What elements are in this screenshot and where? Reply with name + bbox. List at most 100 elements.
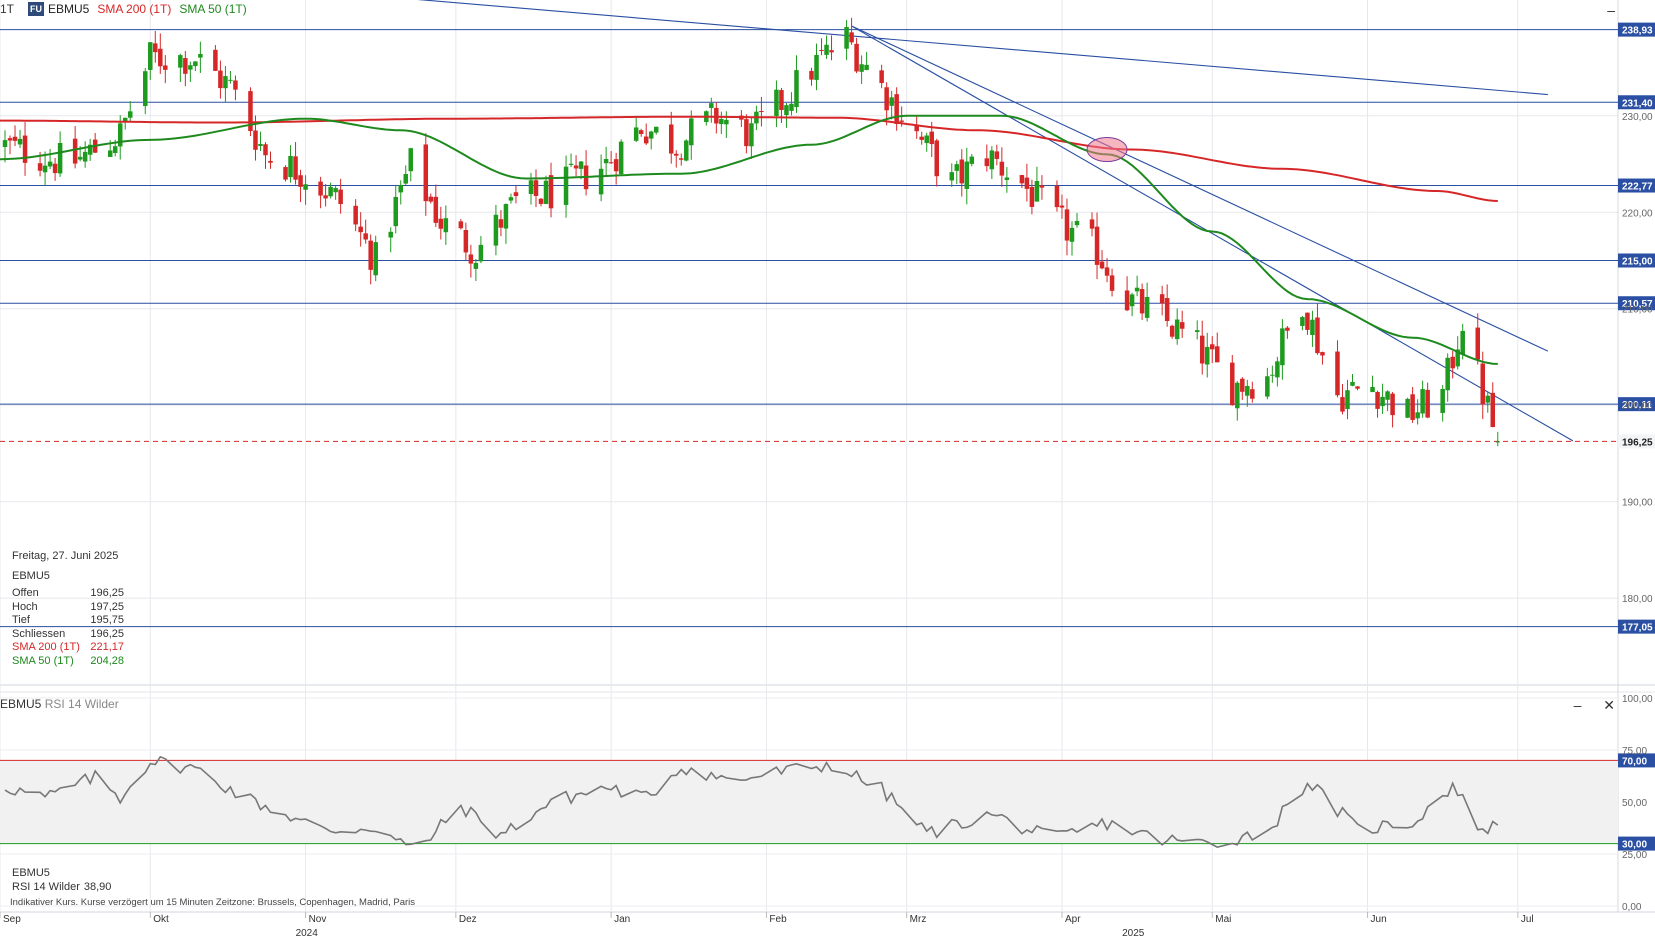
candlestick-series (2, 17, 1501, 447)
candle-down (183, 58, 188, 74)
candle-up (122, 117, 128, 122)
candle-down (1390, 393, 1395, 416)
candle-down (668, 124, 674, 154)
rsi-y-tick-label: 25,00 (1622, 850, 1647, 861)
rsi-y-tick-label: 0,00 (1622, 902, 1642, 913)
rsi-minimize-button[interactable]: – (1573, 697, 1582, 713)
level-tag (1618, 22, 1655, 37)
candle-up (47, 161, 53, 167)
candle-up (143, 71, 148, 107)
moving-averages (0, 114, 1498, 365)
candle-up (1445, 357, 1450, 391)
rsi-info-label: RSI 14 Wilder (12, 880, 80, 893)
candle-down (253, 130, 258, 150)
rsi-info-value: 38,90 (83, 880, 112, 893)
candle-down (1375, 392, 1380, 409)
candle-up (618, 141, 624, 175)
candle-up (87, 144, 93, 155)
candle-up (1460, 330, 1465, 355)
candle-down (1285, 327, 1290, 331)
candle-down (854, 43, 859, 72)
candle-up (328, 186, 333, 197)
candle-up (989, 150, 995, 170)
candle-up (794, 70, 799, 108)
candle-up (403, 173, 409, 184)
candle-up (709, 103, 714, 108)
x-tick-label: Mai (1215, 914, 1231, 925)
y-tick-label: 230,00 (1622, 112, 1653, 123)
rsi-level-label: 70,00 (1622, 756, 1647, 767)
candle-down (298, 175, 303, 187)
candle-down (1169, 325, 1175, 337)
rsi-close-button[interactable]: ✕ (1603, 697, 1615, 713)
interval-label[interactable]: 1T (0, 2, 15, 16)
candle-up (193, 61, 198, 67)
candle-up (844, 27, 849, 49)
sma200-legend[interactable]: SMA 200 (1T) (97, 2, 172, 16)
candle-down (1064, 209, 1070, 241)
candle-up (473, 262, 479, 269)
grid (0, 0, 1655, 913)
candle-down (1054, 185, 1060, 208)
candle-up (393, 196, 398, 227)
candle-down (268, 160, 273, 163)
candle-down (1305, 312, 1310, 330)
candle-down (829, 50, 834, 53)
year-label: 2025 (1122, 928, 1145, 939)
rsi-panel-title: EBMU5 RSI 14 Wilder (0, 697, 119, 711)
info-row-low: Tief 195,75 (12, 614, 124, 626)
candle-up (1194, 330, 1200, 333)
candle-down (1250, 389, 1255, 399)
last-price-label: 196,25 (1622, 437, 1653, 448)
candle-up (684, 140, 689, 161)
candle-up (258, 144, 263, 147)
minimize-main-button[interactable]: – (1607, 2, 1615, 18)
trend-line (417, 0, 1548, 96)
candle-up (117, 123, 123, 147)
candle-down (338, 189, 343, 205)
level-tag-label: 238,93 (1622, 26, 1653, 37)
sma50-legend[interactable]: SMA 50 (1T) (179, 2, 247, 16)
x-tick-label: Jun (1371, 914, 1387, 925)
candle-down (638, 130, 644, 135)
candle-down (318, 181, 323, 196)
candle-up (1420, 389, 1425, 414)
candle-down (613, 159, 619, 172)
rsi-panel: 70,00 30,00 (0, 697, 1655, 907)
y-tick-label: 190,00 (1622, 498, 1653, 509)
candle-down (153, 43, 158, 53)
candle-down (293, 156, 298, 180)
candle-up (1245, 385, 1250, 396)
candle-up (178, 55, 183, 68)
candle-up (814, 54, 819, 80)
candle-up (1380, 396, 1385, 407)
candle-up (1385, 391, 1390, 400)
candle-down (468, 254, 474, 264)
footnote: Indikativer Kurs. Kurse verzögert um 15 … (10, 897, 415, 908)
candle-up (1204, 346, 1210, 365)
x-tick-label: Apr (1065, 914, 1081, 925)
symbol-label[interactable]: EBMU5 (48, 2, 90, 16)
x-tick-label: Nov (309, 914, 327, 925)
x-tick-label: Jan (614, 914, 630, 925)
candle-down (233, 80, 238, 90)
x-tick-label: Jul (1521, 914, 1534, 925)
candle-down (323, 195, 328, 199)
y-tick-label: 180,00 (1622, 594, 1653, 605)
candle-down (52, 163, 58, 174)
candle-down (779, 90, 784, 111)
crossover-highlight (1086, 137, 1128, 163)
candle-down (368, 240, 373, 270)
candle-up (1034, 180, 1040, 202)
candle-up (543, 180, 549, 204)
candle-down (914, 125, 919, 132)
candle-down (994, 151, 1000, 159)
candle-down (438, 218, 444, 229)
candle-down (999, 161, 1005, 176)
candle-down (7, 138, 13, 141)
candle-down (894, 94, 899, 124)
candle-up (388, 231, 393, 238)
rsi-panel-controls: – ✕ (1556, 697, 1615, 714)
x-tick-label: Mrz (910, 914, 927, 925)
